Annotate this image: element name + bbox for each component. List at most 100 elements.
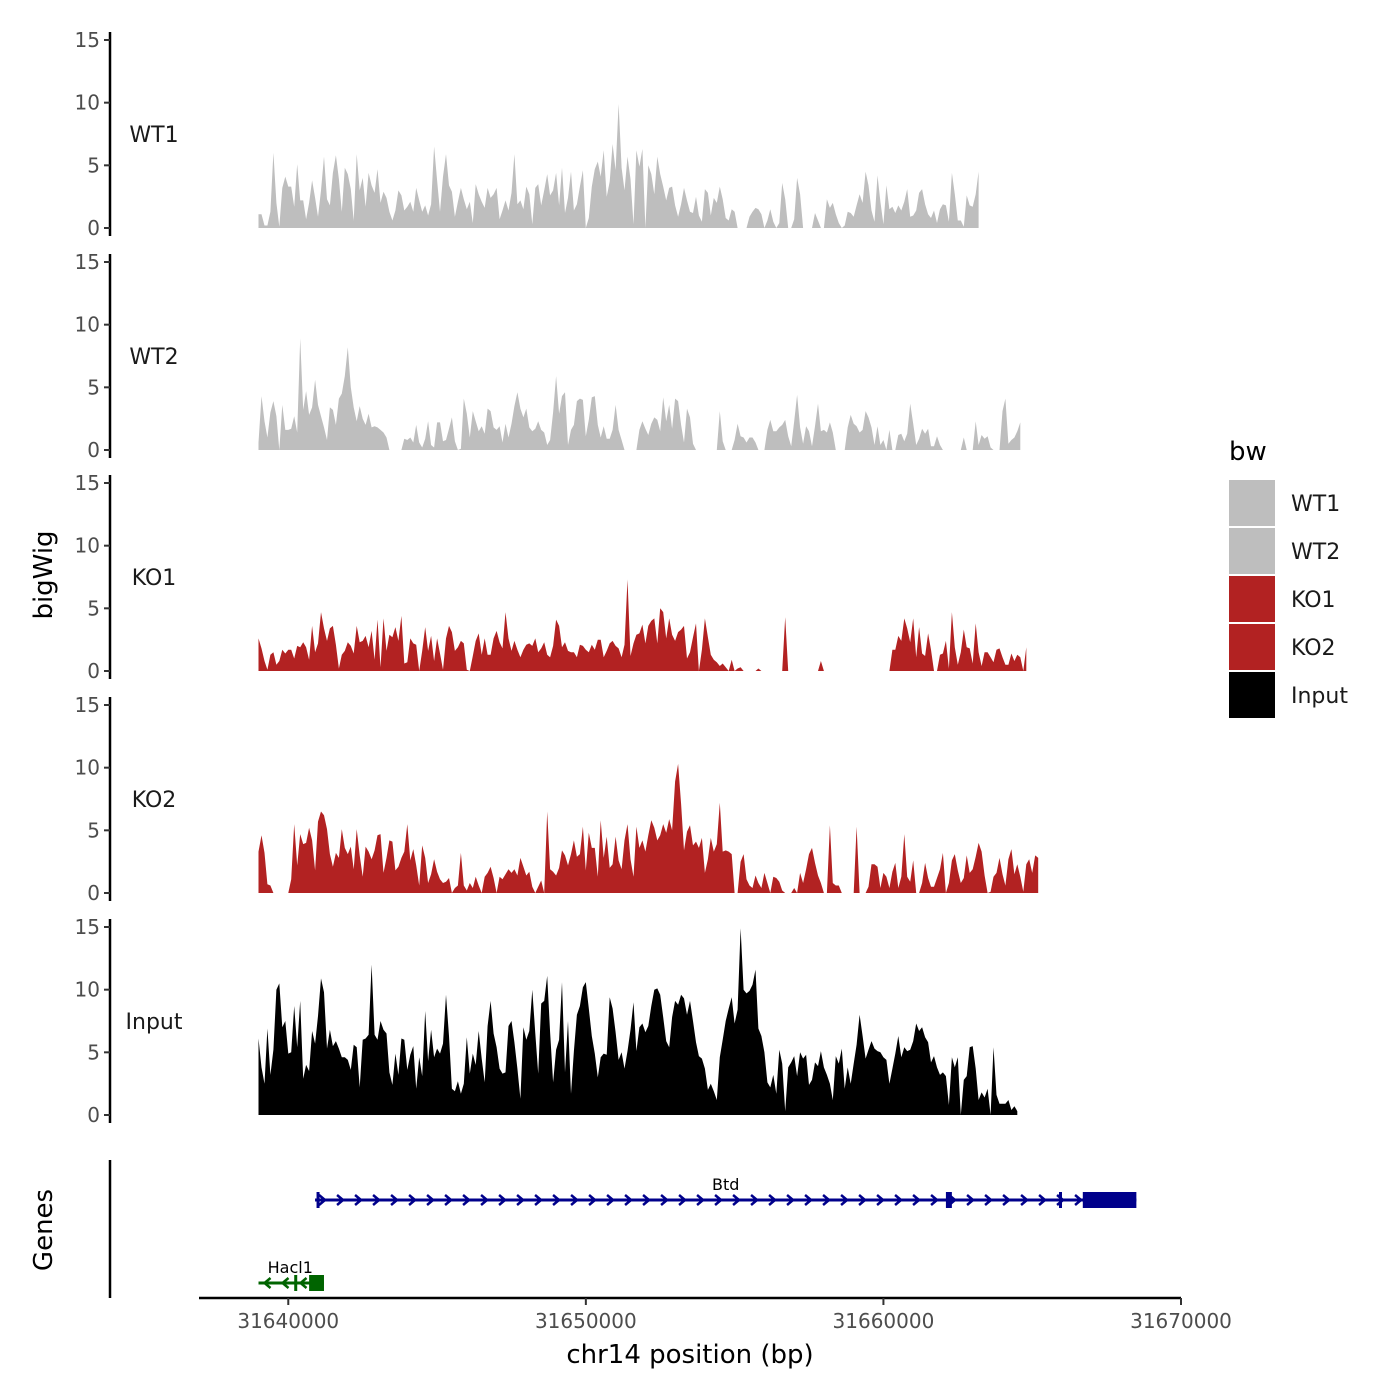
strand-arrow [408,1194,418,1206]
strand-arrow [516,1194,526,1206]
legend-swatch-input [1229,672,1275,718]
x-tick-label: 31660000 [833,1309,935,1333]
exon [945,1192,952,1208]
strand-arrow [262,1277,272,1289]
strand-arrow [552,1194,562,1206]
strand-arrow [624,1194,634,1206]
strand-arrow [858,1194,868,1206]
y-tick-label: 15 [75,693,100,717]
strand-arrow [696,1194,706,1206]
strand-arrow [1038,1194,1048,1206]
track-label-wt2: WT2 [129,345,178,370]
track-ko1: 0 5 10 15 KO1 [75,471,1027,683]
y-tick-label: 15 [75,250,100,274]
y-tick-label: 0 [87,438,100,462]
track-ko2: 0 5 10 15 KO2 [75,693,1039,905]
strand-arrow [354,1194,364,1206]
track-label-ko2: KO2 [132,788,177,813]
strand-arrow [298,1277,308,1289]
x-tick-label: 31650000 [535,1309,637,1333]
strand-arrow [534,1194,544,1206]
x-tick-label: 31670000 [1130,1309,1232,1333]
legend-swatch-wt2 [1229,528,1275,574]
strand-arrow [786,1194,796,1206]
strand-arrow [912,1194,922,1206]
x-tick-label: 31640000 [237,1309,339,1333]
strand-arrow [426,1194,436,1206]
legend-label-ko1: KO1 [1291,588,1336,613]
strand-arrow [444,1194,454,1206]
legend-label-wt1: WT1 [1291,492,1340,517]
exon [316,1192,320,1208]
y-tick-label: 5 [87,818,100,842]
y-tick-label: 10 [75,756,100,780]
gene-btd: Btd [315,1175,1137,1208]
y-tick-label: 5 [87,1040,100,1064]
strand-arrow [894,1194,904,1206]
strand-arrow [480,1194,490,1206]
strand-arrow [966,1194,976,1206]
exon [1082,1192,1137,1208]
area-ko2 [258,763,1039,893]
legend-swatch-ko2 [1229,624,1275,670]
y-tick-label: 0 [87,216,100,240]
y-tick-label: 0 [87,881,100,905]
strand-arrow [1002,1194,1012,1206]
strand-arrow [822,1194,832,1206]
legend-swatch-wt1 [1229,480,1275,526]
strand-arrow [984,1194,994,1206]
track-wt1: 0 5 10 15 WT1 [75,28,979,240]
strand-arrow [462,1194,472,1206]
y-axis-title-genes: Genes [29,1189,59,1271]
strand-arrow [318,1194,328,1206]
strand-arrow [840,1194,850,1206]
track-label-input: Input [126,1010,183,1035]
y-tick-label: 5 [87,596,100,620]
legend-label-input: Input [1291,684,1348,709]
y-tick-label: 15 [75,28,100,52]
y-tick-label: 5 [87,153,100,177]
track-wt2: 0 5 10 15 WT2 [75,250,1021,462]
legend-title: bw [1229,437,1267,467]
strand-arrow [750,1194,760,1206]
y-tick-label: 10 [75,91,100,115]
exon [309,1275,324,1291]
strand-arrow [876,1194,886,1206]
strand-arrow [1074,1194,1084,1206]
area-ko1 [258,579,1027,671]
y-tick-label: 15 [75,915,100,939]
track-panels: 0 5 10 15 WT1 0 5 10 15 WT2 0 5 10 15 KO1 0 5 10 15 KO2 0 5 10… [75,28,1039,1127]
y-tick-label: 0 [87,1103,100,1127]
y-tick-label: 5 [87,375,100,399]
strand-arrow [372,1194,382,1206]
exon [1058,1192,1062,1208]
y-tick-label: 10 [75,313,100,337]
strand-arrow [714,1194,724,1206]
strand-arrow [280,1277,290,1289]
legend-label-ko2: KO2 [1291,636,1336,661]
y-tick-label: 0 [87,659,100,683]
gene-panel: Btd Hacl1 [108,1160,1137,1298]
x-axis-title: chr14 position (bp) [566,1340,813,1370]
strand-arrow [732,1194,742,1206]
strand-arrow [588,1194,598,1206]
x-axis: 31640000 31650000 31660000 31670000 [199,1296,1232,1333]
strand-arrow [498,1194,508,1206]
strand-arrow [678,1194,688,1206]
gene-hacl1: Hacl1 [258,1258,324,1291]
strand-arrow [768,1194,778,1206]
area-input [258,928,1018,1115]
strand-arrow [570,1194,580,1206]
y-tick-label: 15 [75,471,100,495]
strand-arrow [336,1194,346,1206]
gene-label: Btd [712,1175,739,1194]
legend: bw WT1 WT2 KO1 KO2 Input [1229,437,1348,718]
y-tick-label: 10 [75,534,100,558]
strand-arrow [606,1194,616,1206]
y-axis-title-bigwig: bigWig [29,530,59,619]
track-label-wt1: WT1 [129,123,178,148]
strand-arrow [930,1194,940,1206]
legend-swatch-ko1 [1229,576,1275,622]
gene-label: Hacl1 [268,1258,313,1277]
exon [294,1275,298,1291]
